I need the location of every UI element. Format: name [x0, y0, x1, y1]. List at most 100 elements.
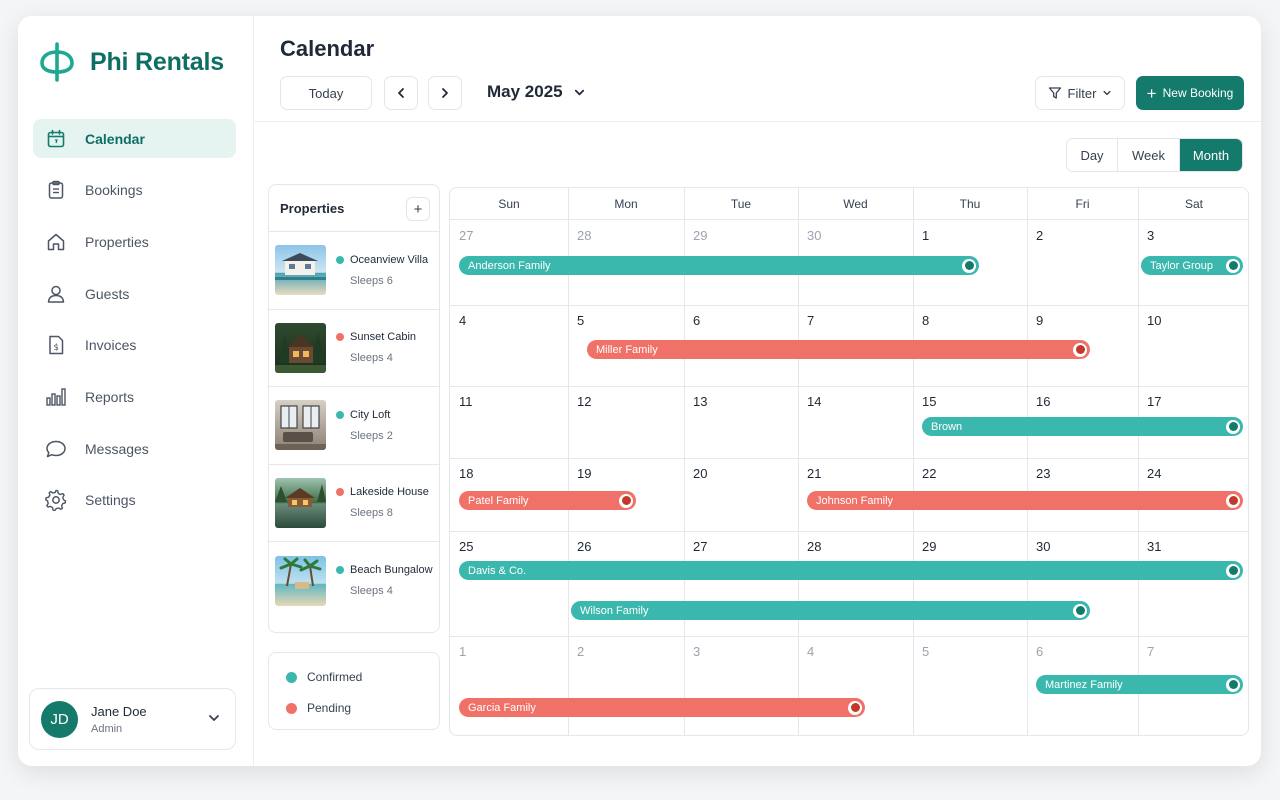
- booking-bar[interactable]: Anderson Family: [459, 256, 979, 275]
- next-month-button[interactable]: [428, 76, 462, 110]
- property-capacity: Sleeps 4: [350, 585, 393, 598]
- booking-end-handle[interactable]: [962, 258, 976, 273]
- weekday-label: Sun: [498, 197, 520, 211]
- day-number: 6: [693, 313, 701, 328]
- booking-end-handle[interactable]: [1226, 493, 1240, 508]
- day-number: 30: [807, 228, 822, 243]
- calendar-day-cell[interactable]: [1027, 220, 1138, 305]
- today-button[interactable]: Today: [280, 76, 372, 110]
- phi-logo-icon: [40, 42, 74, 82]
- booking-end-handle[interactable]: [1226, 258, 1240, 273]
- app-window: Phi Rentals Calendar Bookings Properties Gu…: [18, 16, 1261, 766]
- sidebar-item-properties[interactable]: Properties: [33, 222, 236, 261]
- bar-chart-icon: [45, 386, 67, 408]
- brand-logo[interactable]: Phi Rentals: [40, 42, 224, 82]
- calendar-day-cell[interactable]: [684, 636, 798, 735]
- sidebar-item-guests[interactable]: Guests: [33, 274, 236, 313]
- property-item[interactable]: Oceanview Villa Sleeps 6: [269, 232, 439, 310]
- booking-bar[interactable]: Martinez Family: [1036, 675, 1243, 694]
- day-number: 16: [1036, 394, 1051, 409]
- view-week-button[interactable]: Week: [1118, 139, 1180, 171]
- property-item[interactable]: City Loft Sleeps 2: [269, 387, 439, 465]
- booking-bar[interactable]: Johnson Family: [807, 491, 1243, 510]
- day-number: 31: [1147, 539, 1162, 554]
- calendar-day-cell[interactable]: [450, 305, 568, 386]
- calendar-day-cell[interactable]: [568, 636, 684, 735]
- sidebar-item-calendar[interactable]: Calendar: [33, 119, 236, 158]
- sidebar-item-reports[interactable]: Reports: [33, 377, 236, 416]
- booking-end-handle[interactable]: [1073, 342, 1087, 357]
- status-legend: Confirmed Pending: [268, 652, 440, 730]
- booking-bar[interactable]: Garcia Family: [459, 698, 865, 717]
- add-property-button[interactable]: +: [406, 197, 430, 221]
- weekday-label: Wed: [843, 197, 868, 211]
- booking-end-handle[interactable]: [848, 700, 862, 715]
- previous-month-button[interactable]: [384, 76, 418, 110]
- booking-guest-name: Martinez Family: [1045, 678, 1123, 691]
- property-item[interactable]: Beach Bungalow Sleeps 4: [269, 542, 439, 620]
- view-month-button[interactable]: Month: [1180, 139, 1242, 171]
- sidebar-item-settings[interactable]: Settings: [33, 481, 236, 520]
- calendar-day-cell[interactable]: [450, 636, 568, 735]
- booking-guest-name: Johnson Family: [816, 494, 894, 507]
- calendar-day-cell[interactable]: [913, 636, 1027, 735]
- property-name: Beach Bungalow: [350, 564, 433, 577]
- property-thumbnail: [275, 400, 326, 451]
- booking-bar[interactable]: Davis & Co.: [459, 561, 1243, 580]
- day-number: 19: [577, 466, 592, 481]
- sidebar-item-messages[interactable]: Messages: [33, 429, 236, 468]
- grid-row-divider: [450, 305, 1248, 306]
- booking-end-handle[interactable]: [1226, 419, 1240, 434]
- month-selector[interactable]: May 2025: [487, 82, 586, 102]
- day-number: 8: [922, 313, 930, 328]
- day-number: 15: [922, 394, 937, 409]
- booking-guest-name: Garcia Family: [468, 701, 536, 714]
- booking-end-handle[interactable]: [1226, 563, 1240, 578]
- booking-bar[interactable]: Patel Family: [459, 491, 636, 510]
- booking-bar[interactable]: Taylor Group: [1141, 256, 1243, 275]
- day-number: 6: [1036, 644, 1044, 659]
- booking-end-handle[interactable]: [1226, 677, 1240, 692]
- day-number: 4: [807, 644, 815, 659]
- sidebar-item-bookings[interactable]: Bookings: [33, 171, 236, 210]
- property-capacity: Sleeps 6: [350, 274, 393, 287]
- booking-bar[interactable]: Miller Family: [587, 340, 1090, 359]
- booking-end-handle[interactable]: [619, 493, 633, 508]
- day-number: 28: [577, 228, 592, 243]
- properties-panel: Properties + Oceanview Villa Sleeps 6 Suns…: [268, 184, 440, 633]
- sidebar-item-invoices[interactable]: $ Invoices: [33, 326, 236, 365]
- day-number: 30: [1036, 539, 1051, 554]
- new-booking-button[interactable]: + New Booking: [1136, 76, 1244, 110]
- booking-bar[interactable]: Wilson Family: [571, 601, 1090, 620]
- user-menu[interactable]: JD Jane Doe Admin: [29, 688, 236, 750]
- sidebar-item-label: Invoices: [85, 337, 137, 354]
- day-number: 11: [459, 394, 473, 409]
- day-number: 18: [459, 466, 474, 481]
- property-item[interactable]: Lakeside House Sleeps 8: [269, 465, 439, 542]
- weekday-label: Thu: [959, 197, 981, 211]
- status-dot: [336, 566, 344, 575]
- sidebar-item-label: Settings: [85, 492, 136, 509]
- chevron-down-icon: [1103, 90, 1112, 96]
- day-number: 1: [459, 644, 467, 659]
- legend-dot: [286, 702, 297, 714]
- day-number: 4: [459, 313, 467, 328]
- month-calendar: Sun Mon Tue Wed Thu Fri Sat 27 28 29 30 1 2 3 4 5 6 7 8 9 1…: [449, 187, 1249, 736]
- booking-end-handle[interactable]: [1073, 603, 1087, 618]
- property-name: City Loft: [350, 408, 391, 421]
- avatar: JD: [41, 700, 78, 738]
- grid-row-divider: [450, 458, 1248, 459]
- calendar-day-cell[interactable]: [798, 636, 913, 735]
- filter-button[interactable]: Filter: [1035, 76, 1125, 110]
- day-number: 27: [459, 228, 474, 243]
- property-capacity: Sleeps 2: [350, 429, 393, 442]
- calendar-icon: [45, 128, 67, 150]
- view-day-button[interactable]: Day: [1067, 139, 1118, 171]
- booking-bar[interactable]: Brown: [922, 417, 1243, 436]
- property-name: Sunset Cabin: [350, 331, 417, 344]
- month-label: May 2025: [487, 82, 563, 101]
- day-number: 27: [693, 539, 708, 554]
- property-item[interactable]: Sunset Cabin Sleeps 4: [269, 310, 439, 387]
- plus-icon: +: [1146, 83, 1157, 103]
- weekday-label: Fri: [1075, 197, 1090, 211]
